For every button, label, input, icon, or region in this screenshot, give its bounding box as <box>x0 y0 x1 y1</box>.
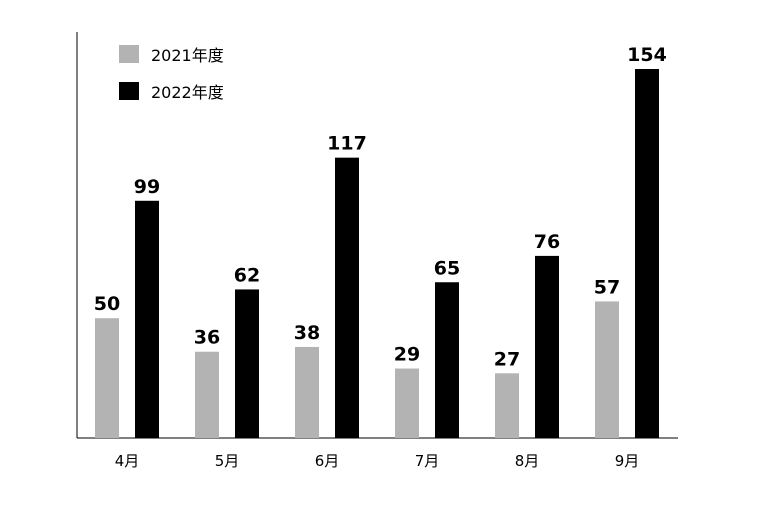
legend-label-2022: 2022年度 <box>151 83 224 102</box>
legend-swatch-2021 <box>119 45 139 63</box>
bar-2021-4 <box>95 318 119 438</box>
data-label: 36 <box>194 327 220 349</box>
legend: 2021年度 2022年度 <box>119 45 224 102</box>
bar-2022-6 <box>335 157 359 439</box>
labels-group: 50 99 4月 36 62 5月 38 117 6月 29 65 7月 27 76 8月 57 154 9月 <box>94 44 667 470</box>
data-label: 38 <box>294 322 320 344</box>
data-label: 29 <box>394 344 420 366</box>
bar-2022-8 <box>535 255 559 438</box>
bars-group <box>95 69 659 439</box>
data-label: 27 <box>494 348 520 370</box>
bar-2021-7 <box>395 368 419 438</box>
x-tick-label: 7月 <box>415 452 440 470</box>
data-label: 50 <box>94 293 120 315</box>
data-label: 117 <box>327 133 367 155</box>
data-label: 57 <box>594 276 620 298</box>
bar-2021-5 <box>195 351 219 438</box>
bar-2022-5 <box>235 289 259 438</box>
data-label: 99 <box>134 176 160 198</box>
bar-2021-8 <box>495 373 519 438</box>
legend-swatch-2022 <box>119 82 139 100</box>
bar-2022-9 <box>635 69 659 438</box>
bar-2022-7 <box>435 282 459 438</box>
x-tick-label: 5月 <box>215 452 240 470</box>
x-tick-label: 4月 <box>115 452 140 470</box>
bar-2022-4 <box>135 200 159 438</box>
legend-label-2021: 2021年度 <box>151 46 224 65</box>
bar-2021-9 <box>595 301 619 438</box>
x-tick-label: 9月 <box>615 452 640 470</box>
data-label: 154 <box>627 44 667 66</box>
bar-2021-6 <box>295 346 319 438</box>
data-label: 76 <box>534 231 560 253</box>
data-label: 65 <box>434 257 460 279</box>
data-label: 62 <box>234 264 260 286</box>
x-tick-label: 8月 <box>515 452 540 470</box>
x-tick-label: 6月 <box>315 452 340 470</box>
